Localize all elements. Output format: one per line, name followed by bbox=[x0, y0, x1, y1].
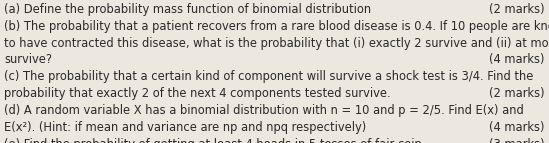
Text: to have contracted this disease, what is the probability that (i) exactly 2 surv: to have contracted this disease, what is… bbox=[4, 37, 549, 49]
Text: (2 marks): (2 marks) bbox=[489, 3, 545, 16]
Text: (d) A random variable X has a binomial distribution with n = 10 and p = 2/5. Fin: (d) A random variable X has a binomial d… bbox=[4, 104, 524, 117]
Text: probability that exactly 2 of the next 4 components tested survive.: probability that exactly 2 of the next 4… bbox=[4, 87, 391, 100]
Text: (e) Find the probability of getting at least 4 heads in 5 tosses of fair coin: (e) Find the probability of getting at l… bbox=[4, 138, 422, 143]
Text: survive?: survive? bbox=[4, 53, 52, 66]
Text: (a) Define the probability mass function of binomial distribution: (a) Define the probability mass function… bbox=[4, 3, 372, 16]
Text: (b) The probability that a patient recovers from a rare blood disease is 0.4. If: (b) The probability that a patient recov… bbox=[4, 20, 549, 33]
Text: (3 marks): (3 marks) bbox=[489, 138, 545, 143]
Text: (c) The probability that a certain kind of component will survive a shock test i: (c) The probability that a certain kind … bbox=[4, 70, 534, 83]
Text: (2 marks): (2 marks) bbox=[489, 87, 545, 100]
Text: (4 marks): (4 marks) bbox=[489, 121, 545, 134]
Text: E(x²). (Hint: if mean and variance are np and npq respectively): E(x²). (Hint: if mean and variance are n… bbox=[4, 121, 367, 134]
Text: (4 marks): (4 marks) bbox=[489, 53, 545, 66]
